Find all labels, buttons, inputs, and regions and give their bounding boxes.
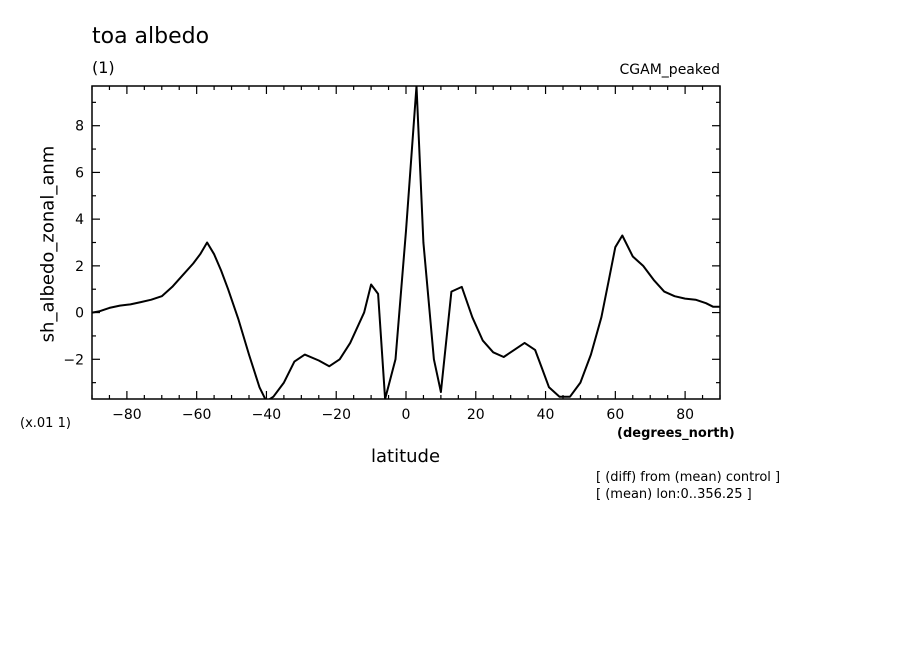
x-axis-label: latitude	[371, 446, 441, 467]
mean-note: [ (mean) lon:0..356.25 ]	[596, 487, 752, 502]
scale-factor-note: (x.01 1)	[20, 416, 71, 431]
y-tick-label: 0	[75, 306, 84, 322]
y-tick-label: 4	[75, 212, 84, 228]
x-axis-units: (degrees_north)	[617, 426, 735, 441]
x-tick-label: 40	[537, 407, 555, 423]
y-tick-label: 2	[75, 259, 84, 275]
panel-label: (1)	[92, 58, 115, 77]
x-tick-label: −40	[252, 407, 282, 423]
y-tick-label: −2	[63, 352, 84, 368]
y-tick-label: 6	[75, 165, 84, 181]
dataset-label: CGAM_peaked	[619, 62, 720, 78]
x-tick-label: 0	[402, 407, 411, 423]
series	[92, 86, 720, 399]
x-tick-label: −20	[321, 407, 351, 423]
x-tick-label: −60	[182, 407, 212, 423]
x-tick-label: −80	[112, 407, 142, 423]
chart-title: toa albedo	[92, 24, 210, 49]
y-axis-label: sh_albedo_zonal_anm	[37, 145, 59, 343]
x-tick-label: 80	[676, 407, 694, 423]
y-tick-label: 8	[75, 119, 84, 135]
series-line-1	[92, 86, 720, 399]
x-tick-label: 60	[606, 407, 624, 423]
x-tick-label: 20	[467, 407, 485, 423]
diff-note: [ (diff) from (mean) control ]	[596, 470, 781, 485]
ticks	[91, 86, 721, 399]
